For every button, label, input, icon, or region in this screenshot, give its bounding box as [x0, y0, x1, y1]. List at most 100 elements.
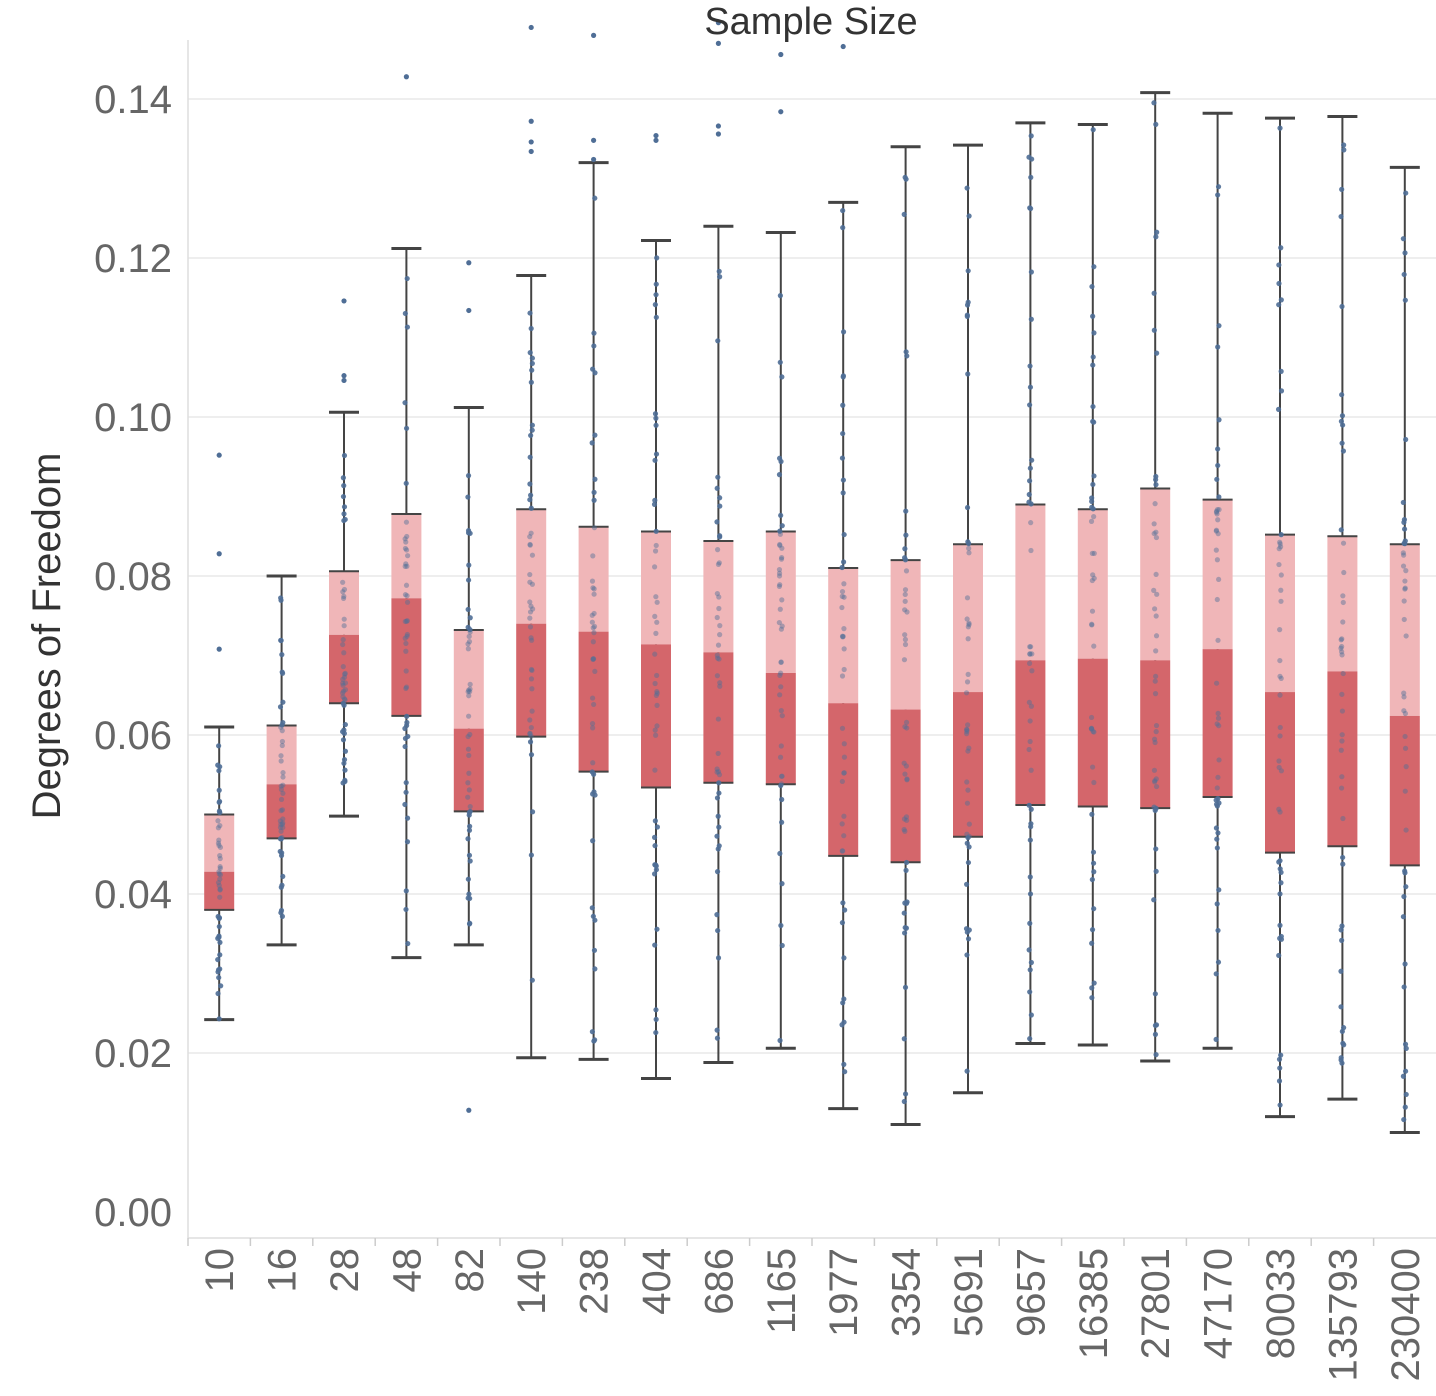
data-point [714, 912, 720, 918]
data-point [340, 595, 347, 602]
data-point [341, 674, 348, 680]
data-point [217, 894, 223, 900]
data-point [839, 673, 846, 679]
x-tick-label: 28 [323, 1248, 367, 1293]
data-point [340, 688, 347, 694]
data-point [1089, 283, 1095, 290]
data-point [1403, 884, 1409, 890]
data-point [1027, 837, 1033, 843]
box-group [453, 260, 484, 1113]
data-point [1278, 245, 1284, 251]
data-point [1401, 1116, 1407, 1123]
x-tick-label: 47170 [1197, 1248, 1241, 1359]
data-point [966, 745, 972, 751]
data-point [966, 550, 972, 556]
data-point [1153, 868, 1159, 874]
data-point [216, 933, 222, 939]
data-point [1216, 417, 1222, 423]
data-point [1341, 147, 1347, 153]
data-point [1277, 1065, 1283, 1071]
data-point [340, 637, 346, 643]
data-point [1027, 920, 1033, 926]
data-point [529, 355, 535, 361]
x-tick-label: 135793 [1321, 1248, 1365, 1381]
data-point [402, 310, 408, 317]
data-point [527, 310, 533, 316]
data-point [651, 834, 658, 840]
data-point [1216, 494, 1222, 500]
data-point [341, 511, 347, 517]
data-point [215, 956, 221, 963]
data-point [1152, 779, 1158, 785]
data-point [1401, 519, 1407, 525]
data-point [402, 735, 409, 742]
data-point [1152, 606, 1158, 612]
data-point [1153, 571, 1159, 578]
data-point [1338, 1004, 1344, 1010]
outlier-point [591, 137, 597, 143]
outlier-point [216, 551, 222, 557]
data-point [1153, 1022, 1160, 1028]
data-point [341, 616, 347, 622]
data-point [1402, 586, 1408, 592]
data-point [404, 839, 411, 845]
data-point [1214, 557, 1220, 563]
data-point [777, 692, 783, 698]
data-point [1401, 616, 1407, 623]
box-upper [578, 526, 609, 632]
data-point [279, 821, 286, 828]
data-point [465, 624, 471, 630]
data-point [964, 595, 971, 601]
data-point [1090, 849, 1097, 855]
data-point [1027, 478, 1033, 484]
data-point [1027, 402, 1033, 408]
data-point [841, 666, 847, 673]
data-point [841, 770, 847, 776]
box-group [204, 452, 235, 1022]
data-point [777, 754, 784, 760]
data-point [1278, 936, 1285, 942]
data-point [1276, 302, 1282, 308]
data-point [1088, 725, 1095, 731]
data-point [590, 639, 596, 645]
outlier-point [591, 156, 597, 163]
data-point [1154, 591, 1160, 597]
data-point [1401, 540, 1407, 546]
data-point [964, 728, 970, 735]
data-point [965, 748, 971, 754]
data-point [217, 864, 223, 870]
data-point [714, 769, 720, 775]
data-point [589, 440, 595, 446]
data-point [527, 579, 533, 585]
data-point [1402, 870, 1408, 876]
data-point [653, 314, 659, 320]
data-point [1277, 809, 1283, 815]
data-point [776, 619, 782, 626]
box-upper [516, 509, 547, 624]
data-point [901, 1098, 907, 1105]
box-group [703, 20, 734, 1065]
outlier-point [778, 51, 784, 58]
data-point [653, 862, 659, 868]
data-point [902, 771, 908, 777]
data-point [1339, 774, 1345, 780]
data-point [341, 757, 348, 763]
data-point [465, 577, 472, 583]
data-point [403, 582, 410, 588]
data-point [403, 888, 409, 894]
data-point [467, 689, 473, 695]
data-point [467, 629, 473, 635]
data-point [342, 748, 349, 754]
x-tick-label: 686 [697, 1248, 741, 1315]
data-point [1402, 250, 1408, 256]
data-point [217, 853, 223, 859]
data-point [1278, 675, 1284, 681]
data-point [1340, 861, 1346, 867]
data-point [1152, 778, 1158, 784]
data-point [279, 652, 285, 658]
data-point [1091, 643, 1097, 649]
data-point [904, 817, 910, 823]
data-point [277, 704, 284, 710]
data-point [1400, 499, 1406, 506]
